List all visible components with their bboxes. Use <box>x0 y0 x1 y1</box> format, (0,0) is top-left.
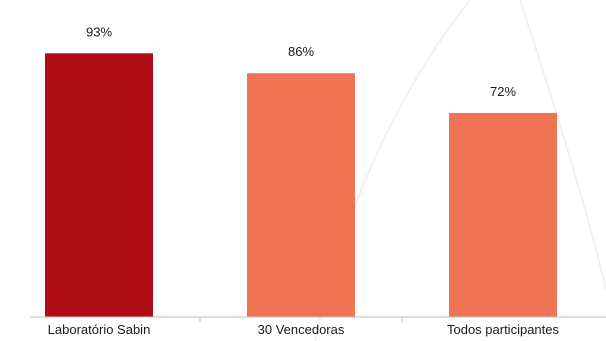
value-label-1: 93% <box>86 24 112 39</box>
category-label-3: Todos participantes <box>447 322 560 337</box>
bar-3 <box>449 112 557 318</box>
category-label-2: 30 Vencedoras <box>258 322 345 337</box>
value-labels-group: 93% 86% 72% <box>86 24 516 99</box>
x-axis-ticks <box>199 317 403 322</box>
bars-group <box>45 53 557 318</box>
bar-2 <box>247 73 355 317</box>
value-label-3: 72% <box>490 84 516 99</box>
category-label-1: Laboratório Sabin <box>48 322 151 337</box>
category-labels-group: Laboratório Sabin 30 Vencedoras Todos part… <box>48 322 560 337</box>
bar-1 <box>45 53 153 318</box>
value-label-2: 86% <box>288 44 314 59</box>
